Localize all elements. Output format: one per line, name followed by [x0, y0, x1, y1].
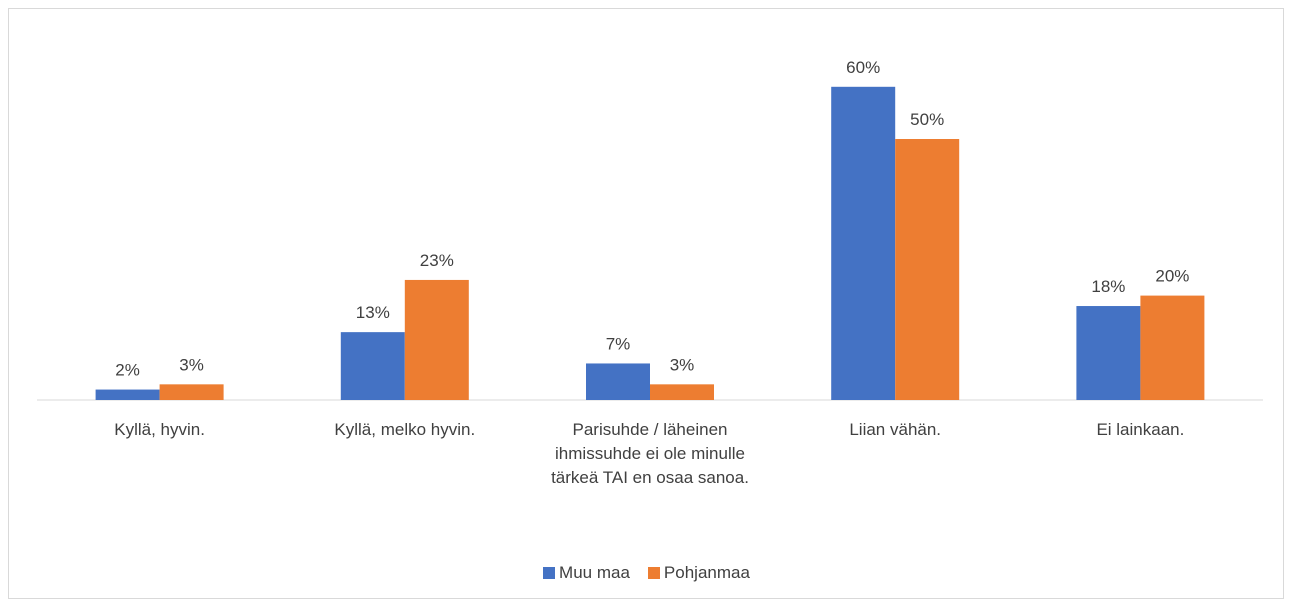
data-label: 7% [606, 334, 631, 353]
data-label: 18% [1091, 277, 1125, 296]
x-tick-label: Kyllä, hyvin. [114, 420, 205, 439]
bar [650, 384, 714, 400]
x-tick-label: Kyllä, melko hyvin. [334, 420, 476, 439]
bar [159, 384, 224, 400]
legend-label: Muu maa [559, 563, 630, 582]
data-label: 13% [356, 303, 390, 322]
bar [95, 389, 160, 400]
data-label: 23% [420, 251, 454, 270]
bar [1076, 306, 1141, 400]
data-label: 50% [910, 110, 944, 129]
legend: Muu maa Pohjanmaa [0, 563, 1293, 583]
data-label: 60% [846, 58, 880, 77]
data-label: 3% [670, 355, 695, 374]
legend-swatch [543, 567, 556, 579]
bar [1140, 295, 1205, 400]
data-label: 2% [115, 361, 140, 380]
data-label: 3% [179, 355, 204, 374]
legend-item: Muu maa [543, 563, 630, 583]
chart-frame [8, 8, 1284, 599]
bar [404, 279, 469, 400]
bar [831, 86, 896, 401]
x-tick-label: Liian vähän. [849, 420, 942, 439]
data-label: 20% [1155, 267, 1189, 286]
bar [586, 363, 650, 400]
legend-label: Pohjanmaa [663, 563, 750, 582]
bar [340, 332, 405, 400]
bar [895, 139, 960, 400]
legend-swatch [647, 567, 660, 579]
x-tick-label: Ei lainkaan. [1096, 420, 1185, 439]
legend-item: Pohjanmaa [647, 563, 750, 583]
x-tick-label: Parisuhde / läheinen ihmissuhde ei ole m… [551, 420, 749, 487]
